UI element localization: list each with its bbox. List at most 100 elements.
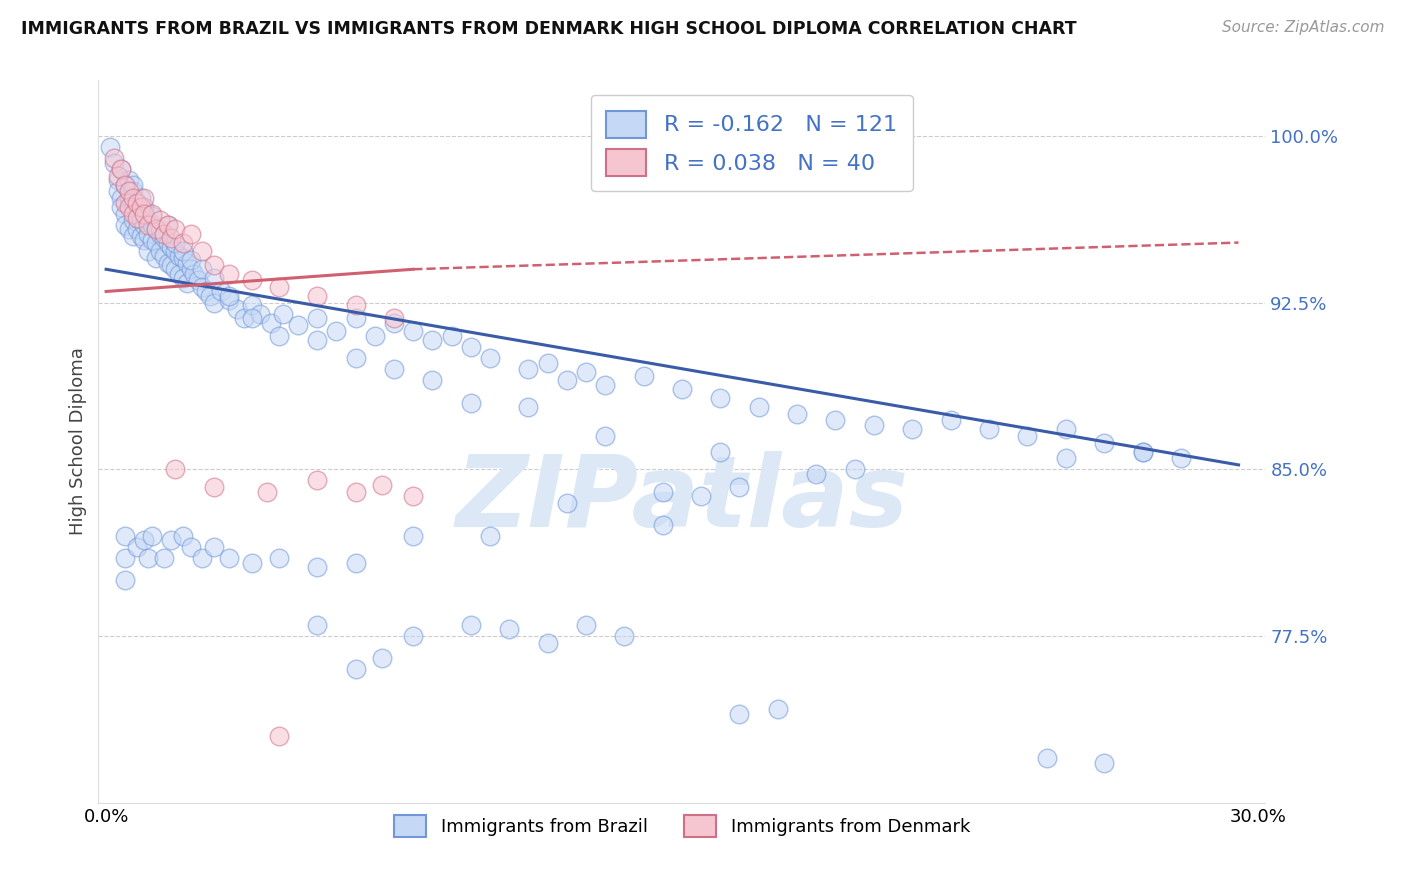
Point (402, 325, 425, 339)
Point (129, 200, 152, 214)
Point (118, 185, 141, 199)
Point (191, 244, 214, 259)
Point (402, 629, 425, 643)
Point (176, 276, 198, 290)
Point (233, 311, 256, 326)
Point (114, 574, 136, 588)
Point (575, 364, 598, 378)
Point (1092, 756, 1115, 770)
Point (172, 251, 194, 265)
Point (180, 253, 202, 268)
Point (460, 618, 482, 632)
Point (478, 351, 501, 366)
Point (172, 244, 194, 259)
Point (440, 329, 463, 343)
Point (114, 529, 136, 543)
Point (202, 540, 225, 554)
Point (160, 231, 183, 245)
Point (344, 311, 367, 326)
Point (129, 213, 152, 227)
Point (122, 207, 145, 221)
Point (110, 162, 132, 177)
Point (118, 191, 141, 205)
Point (136, 227, 159, 241)
Point (134, 533, 156, 548)
Point (671, 382, 693, 396)
Point (152, 227, 174, 241)
Point (267, 729, 290, 743)
Point (149, 227, 172, 241)
Point (633, 368, 655, 383)
Point (1054, 422, 1077, 436)
Point (125, 222, 148, 236)
Point (129, 200, 152, 214)
Point (307, 474, 329, 488)
Point (307, 311, 329, 326)
Point (536, 636, 558, 650)
Point (240, 298, 263, 312)
Point (267, 280, 290, 294)
Point (307, 289, 329, 303)
Point (180, 262, 202, 277)
Point (422, 373, 444, 387)
Point (690, 489, 713, 503)
Point (107, 169, 129, 183)
Point (536, 356, 558, 370)
Point (118, 173, 141, 187)
Point (110, 191, 132, 205)
Point (202, 258, 225, 272)
Point (165, 235, 187, 250)
Point (191, 280, 214, 294)
Point (172, 529, 194, 543)
Point (149, 213, 172, 227)
Point (110, 200, 132, 214)
Point (256, 484, 278, 499)
Point (422, 334, 444, 348)
Point (156, 235, 179, 250)
Point (165, 262, 187, 277)
Point (122, 185, 145, 199)
Point (156, 218, 179, 232)
Point (517, 362, 540, 376)
Point (267, 329, 290, 343)
Point (344, 556, 367, 570)
Point (325, 325, 347, 339)
Point (165, 244, 187, 259)
Point (136, 244, 159, 259)
Point (118, 200, 141, 214)
Point (160, 240, 183, 254)
Text: Source: ZipAtlas.com: Source: ZipAtlas.com (1222, 20, 1385, 35)
Point (125, 207, 148, 221)
Point (249, 307, 271, 321)
Point (939, 413, 962, 427)
Point (172, 271, 194, 285)
Point (1017, 429, 1039, 443)
Point (728, 706, 751, 721)
Point (344, 662, 367, 676)
Text: IMMIGRANTS FROM BRAZIL VS IMMIGRANTS FROM DENMARK HIGH SCHOOL DIPLOMA CORRELATIO: IMMIGRANTS FROM BRAZIL VS IMMIGRANTS FRO… (21, 20, 1077, 37)
Point (122, 178, 145, 192)
Point (145, 235, 167, 250)
Point (844, 462, 866, 476)
Point (165, 462, 187, 476)
Point (141, 207, 163, 221)
Point (122, 228, 145, 243)
Point (125, 540, 148, 554)
Point (167, 267, 190, 281)
Point (364, 329, 387, 343)
Point (141, 209, 163, 223)
Point (709, 444, 731, 458)
Point (180, 540, 202, 554)
Point (748, 400, 770, 414)
Point (160, 258, 183, 272)
Point (728, 480, 751, 494)
Point (103, 151, 125, 165)
Point (498, 623, 520, 637)
Point (114, 207, 136, 221)
Point (134, 233, 156, 247)
Point (125, 195, 148, 210)
Point (344, 298, 367, 312)
Point (307, 560, 329, 574)
Point (110, 162, 132, 177)
Point (267, 551, 290, 566)
